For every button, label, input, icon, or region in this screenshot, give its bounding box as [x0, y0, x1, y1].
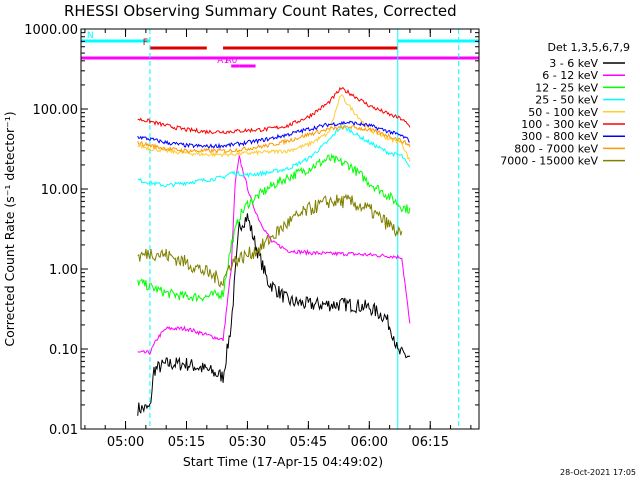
chart-title: RHESSI Observing Summary Count Rates, Co… — [64, 2, 457, 20]
y-tick-label: 0.10 — [49, 343, 78, 358]
status-bar-label: A1 — [217, 56, 229, 66]
legend-entry-label: 3 - 6 keV — [549, 57, 598, 70]
y-tick-label: 100.00 — [33, 103, 79, 118]
y-tick-label: 0.01 — [49, 423, 78, 438]
series-line — [137, 155, 411, 356]
y-axis-label: Corrected Count Rate (s⁻¹ detector⁻¹) — [2, 111, 17, 346]
x-tick-label: 06:00 — [351, 435, 388, 450]
legend-entry-label: 12 - 25 keV — [535, 81, 598, 94]
series-lines — [137, 86, 411, 416]
y-ticks: 0.01 0.10 1.00 10.00 100.00 1000.00 — [24, 23, 479, 438]
legend-entry-label: 50 - 100 keV — [528, 106, 598, 119]
series-line — [137, 193, 403, 288]
y-tick-label: 1000.00 — [24, 23, 78, 38]
series-line — [137, 86, 411, 135]
plot-frame — [80, 28, 480, 430]
legend-entry-label: 800 - 7000 keV — [514, 142, 598, 155]
y-tick-label: 10.00 — [41, 183, 78, 198]
series-line — [137, 153, 411, 303]
x-tick-label: 05:00 — [107, 435, 144, 450]
x-tick-label: 06:15 — [412, 435, 449, 450]
legend-entry-label: 7000 - 15000 keV — [500, 155, 598, 168]
y-tick-label: 1.00 — [49, 263, 78, 278]
legend-entry-label: 300 - 800 keV — [521, 130, 598, 143]
x-ticks: 05:00 05:15 05:30 05:45 06:00 06:15 — [84, 29, 472, 450]
x-axis-label: Start Time (17-Apr-15 04:49:02) — [183, 454, 383, 469]
x-tick-label: 05:15 — [168, 435, 205, 450]
legend-title: Det 1,3,5,6,7,9 — [547, 41, 630, 54]
series-line — [137, 124, 411, 154]
status-bar-label: F — [143, 38, 148, 48]
series-line — [137, 120, 410, 150]
x-tick-label: 05:45 — [290, 435, 327, 450]
series-line — [137, 213, 411, 416]
status-bar-label: A0 — [225, 56, 237, 66]
legend-entry-label: 25 - 50 keV — [535, 94, 598, 107]
status-bar-label: N — [87, 31, 94, 41]
vertical-marker-lines — [149, 29, 460, 429]
series-line — [137, 123, 411, 188]
footer-timestamp: 28-Oct-2021 17:05 — [560, 468, 636, 477]
legend-entry-label: 6 - 12 keV — [542, 69, 598, 82]
legend-entry-label: 100 - 300 keV — [521, 118, 598, 131]
x-tick-label: 05:30 — [229, 435, 266, 450]
